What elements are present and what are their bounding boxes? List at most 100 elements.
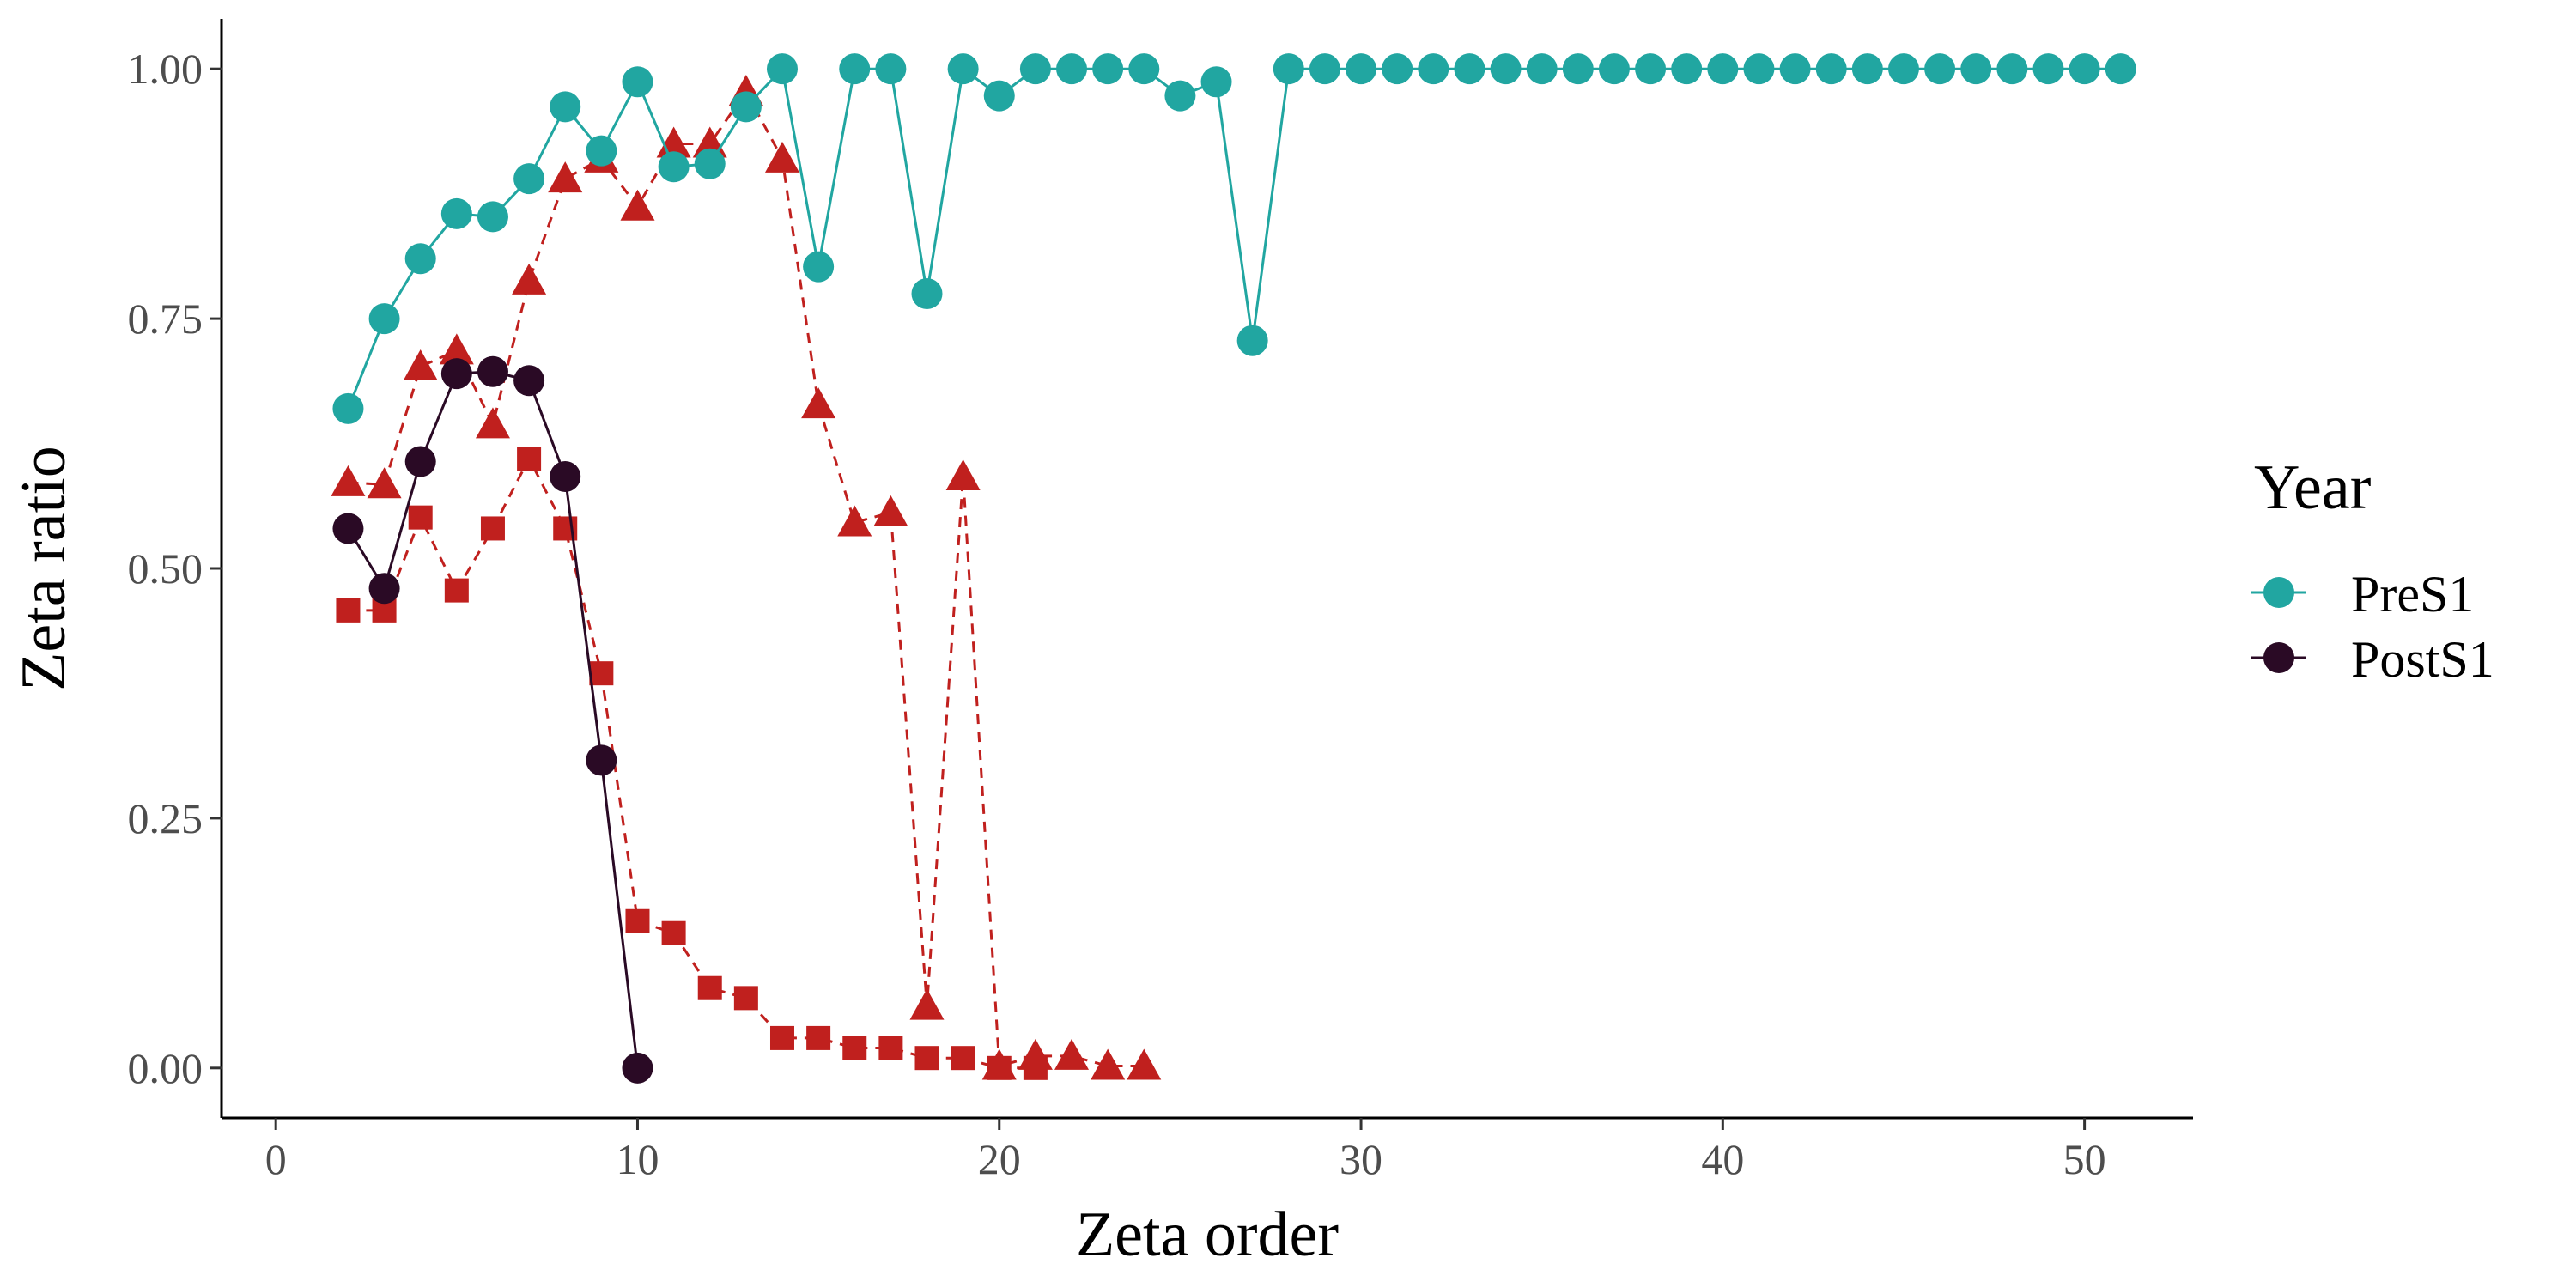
data-point xyxy=(658,151,690,183)
data-point xyxy=(550,460,581,492)
legend-key-pres1 xyxy=(2251,577,2306,608)
series-line xyxy=(347,370,639,1068)
data-point xyxy=(947,53,979,85)
data-point xyxy=(1091,1048,1126,1080)
data-point xyxy=(512,263,547,295)
series-unlabeled-square xyxy=(336,447,1048,1080)
data-point xyxy=(440,358,472,390)
data-point xyxy=(336,598,361,623)
data-point xyxy=(1164,80,1196,112)
data-point xyxy=(1019,53,1051,85)
legend-key-marker xyxy=(2263,642,2294,673)
data-point xyxy=(803,251,835,283)
data-point xyxy=(766,53,798,85)
y-tick-label: 0.50 xyxy=(128,544,204,592)
data-point xyxy=(2105,53,2136,85)
data-point xyxy=(403,349,438,380)
data-point xyxy=(404,243,436,275)
data-point xyxy=(1815,53,1847,85)
data-point xyxy=(513,163,545,195)
data-point xyxy=(1490,53,1522,85)
data-point xyxy=(769,1025,794,1050)
data-point xyxy=(694,148,726,179)
data-point xyxy=(367,467,402,499)
data-point xyxy=(914,1046,939,1071)
data-point xyxy=(1454,53,1485,85)
data-point xyxy=(878,1036,903,1060)
data-point xyxy=(909,988,945,1020)
legend-key-marker xyxy=(2263,577,2294,608)
x-tick-label: 30 xyxy=(1340,1135,1382,1183)
data-point xyxy=(440,197,472,229)
data-point xyxy=(1236,325,1268,356)
data-point xyxy=(550,91,581,123)
x-tick-label: 20 xyxy=(978,1135,1021,1183)
legend-label: PreS1 xyxy=(2351,566,2474,623)
y-tick-label: 0.25 xyxy=(128,794,204,842)
legend: Year PreS1 PostS1 xyxy=(2251,453,2494,688)
series-line xyxy=(348,455,1036,1070)
data-point xyxy=(589,661,614,686)
data-point xyxy=(2069,53,2100,85)
data-point xyxy=(480,516,505,541)
y-tick-label: 1.00 xyxy=(128,45,204,93)
data-point xyxy=(517,447,542,471)
data-point xyxy=(1887,53,1919,85)
data-point xyxy=(1418,53,1449,85)
data-point xyxy=(439,333,474,365)
data-point xyxy=(408,505,433,530)
data-point xyxy=(1562,53,1594,85)
data-point xyxy=(477,355,508,387)
data-point xyxy=(1996,53,2028,85)
data-point xyxy=(513,365,545,397)
data-point xyxy=(801,387,836,419)
data-point xyxy=(444,578,469,603)
data-point xyxy=(1346,53,1377,85)
data-point xyxy=(951,1046,975,1071)
data-point xyxy=(586,744,617,776)
data-point xyxy=(1598,53,1630,85)
legend-title: Year xyxy=(2254,453,2371,523)
data-point xyxy=(1023,1055,1048,1080)
axes: 0 10 20 30 40 50 0.00 0.25 0.50 0.75 1.00 xyxy=(128,19,2193,1183)
data-point xyxy=(1200,66,1232,98)
data-point xyxy=(733,986,758,1011)
x-axis-title: Zeta order xyxy=(1076,1200,1339,1270)
data-point xyxy=(1635,53,1667,85)
data-point xyxy=(332,513,364,544)
data-point xyxy=(1056,53,1088,85)
data-point xyxy=(2032,53,2064,85)
data-point xyxy=(806,1025,831,1050)
data-point xyxy=(1382,53,1413,85)
data-point xyxy=(1671,53,1703,85)
data-point xyxy=(987,1055,1012,1080)
data-point xyxy=(1707,53,1739,85)
data-point xyxy=(1127,1048,1162,1080)
data-point xyxy=(475,407,510,439)
data-point xyxy=(1128,53,1160,85)
data-point xyxy=(622,66,653,98)
data-point xyxy=(368,573,400,605)
x-tick-label: 0 xyxy=(265,1135,287,1183)
series-posts1 xyxy=(332,355,653,1084)
x-tick-label: 10 xyxy=(616,1135,659,1183)
data-point xyxy=(620,189,655,221)
data-point xyxy=(730,91,762,123)
data-point xyxy=(1526,53,1558,85)
series-layer xyxy=(331,53,2136,1084)
data-point xyxy=(839,53,871,85)
x-tick-label: 40 xyxy=(1701,1135,1744,1183)
y-tick-label: 0.00 xyxy=(128,1044,204,1092)
data-point xyxy=(1851,53,1883,85)
data-point xyxy=(331,465,366,496)
legend-key-posts1 xyxy=(2251,642,2306,673)
data-point xyxy=(764,141,799,173)
data-point xyxy=(1924,53,1956,85)
data-point xyxy=(842,1036,867,1060)
legend-label: PostS1 xyxy=(2351,631,2494,688)
y-axis-title: Zeta ratio xyxy=(9,446,79,691)
data-point xyxy=(873,495,908,526)
series-pres1 xyxy=(332,53,2136,424)
data-point xyxy=(697,975,722,1000)
